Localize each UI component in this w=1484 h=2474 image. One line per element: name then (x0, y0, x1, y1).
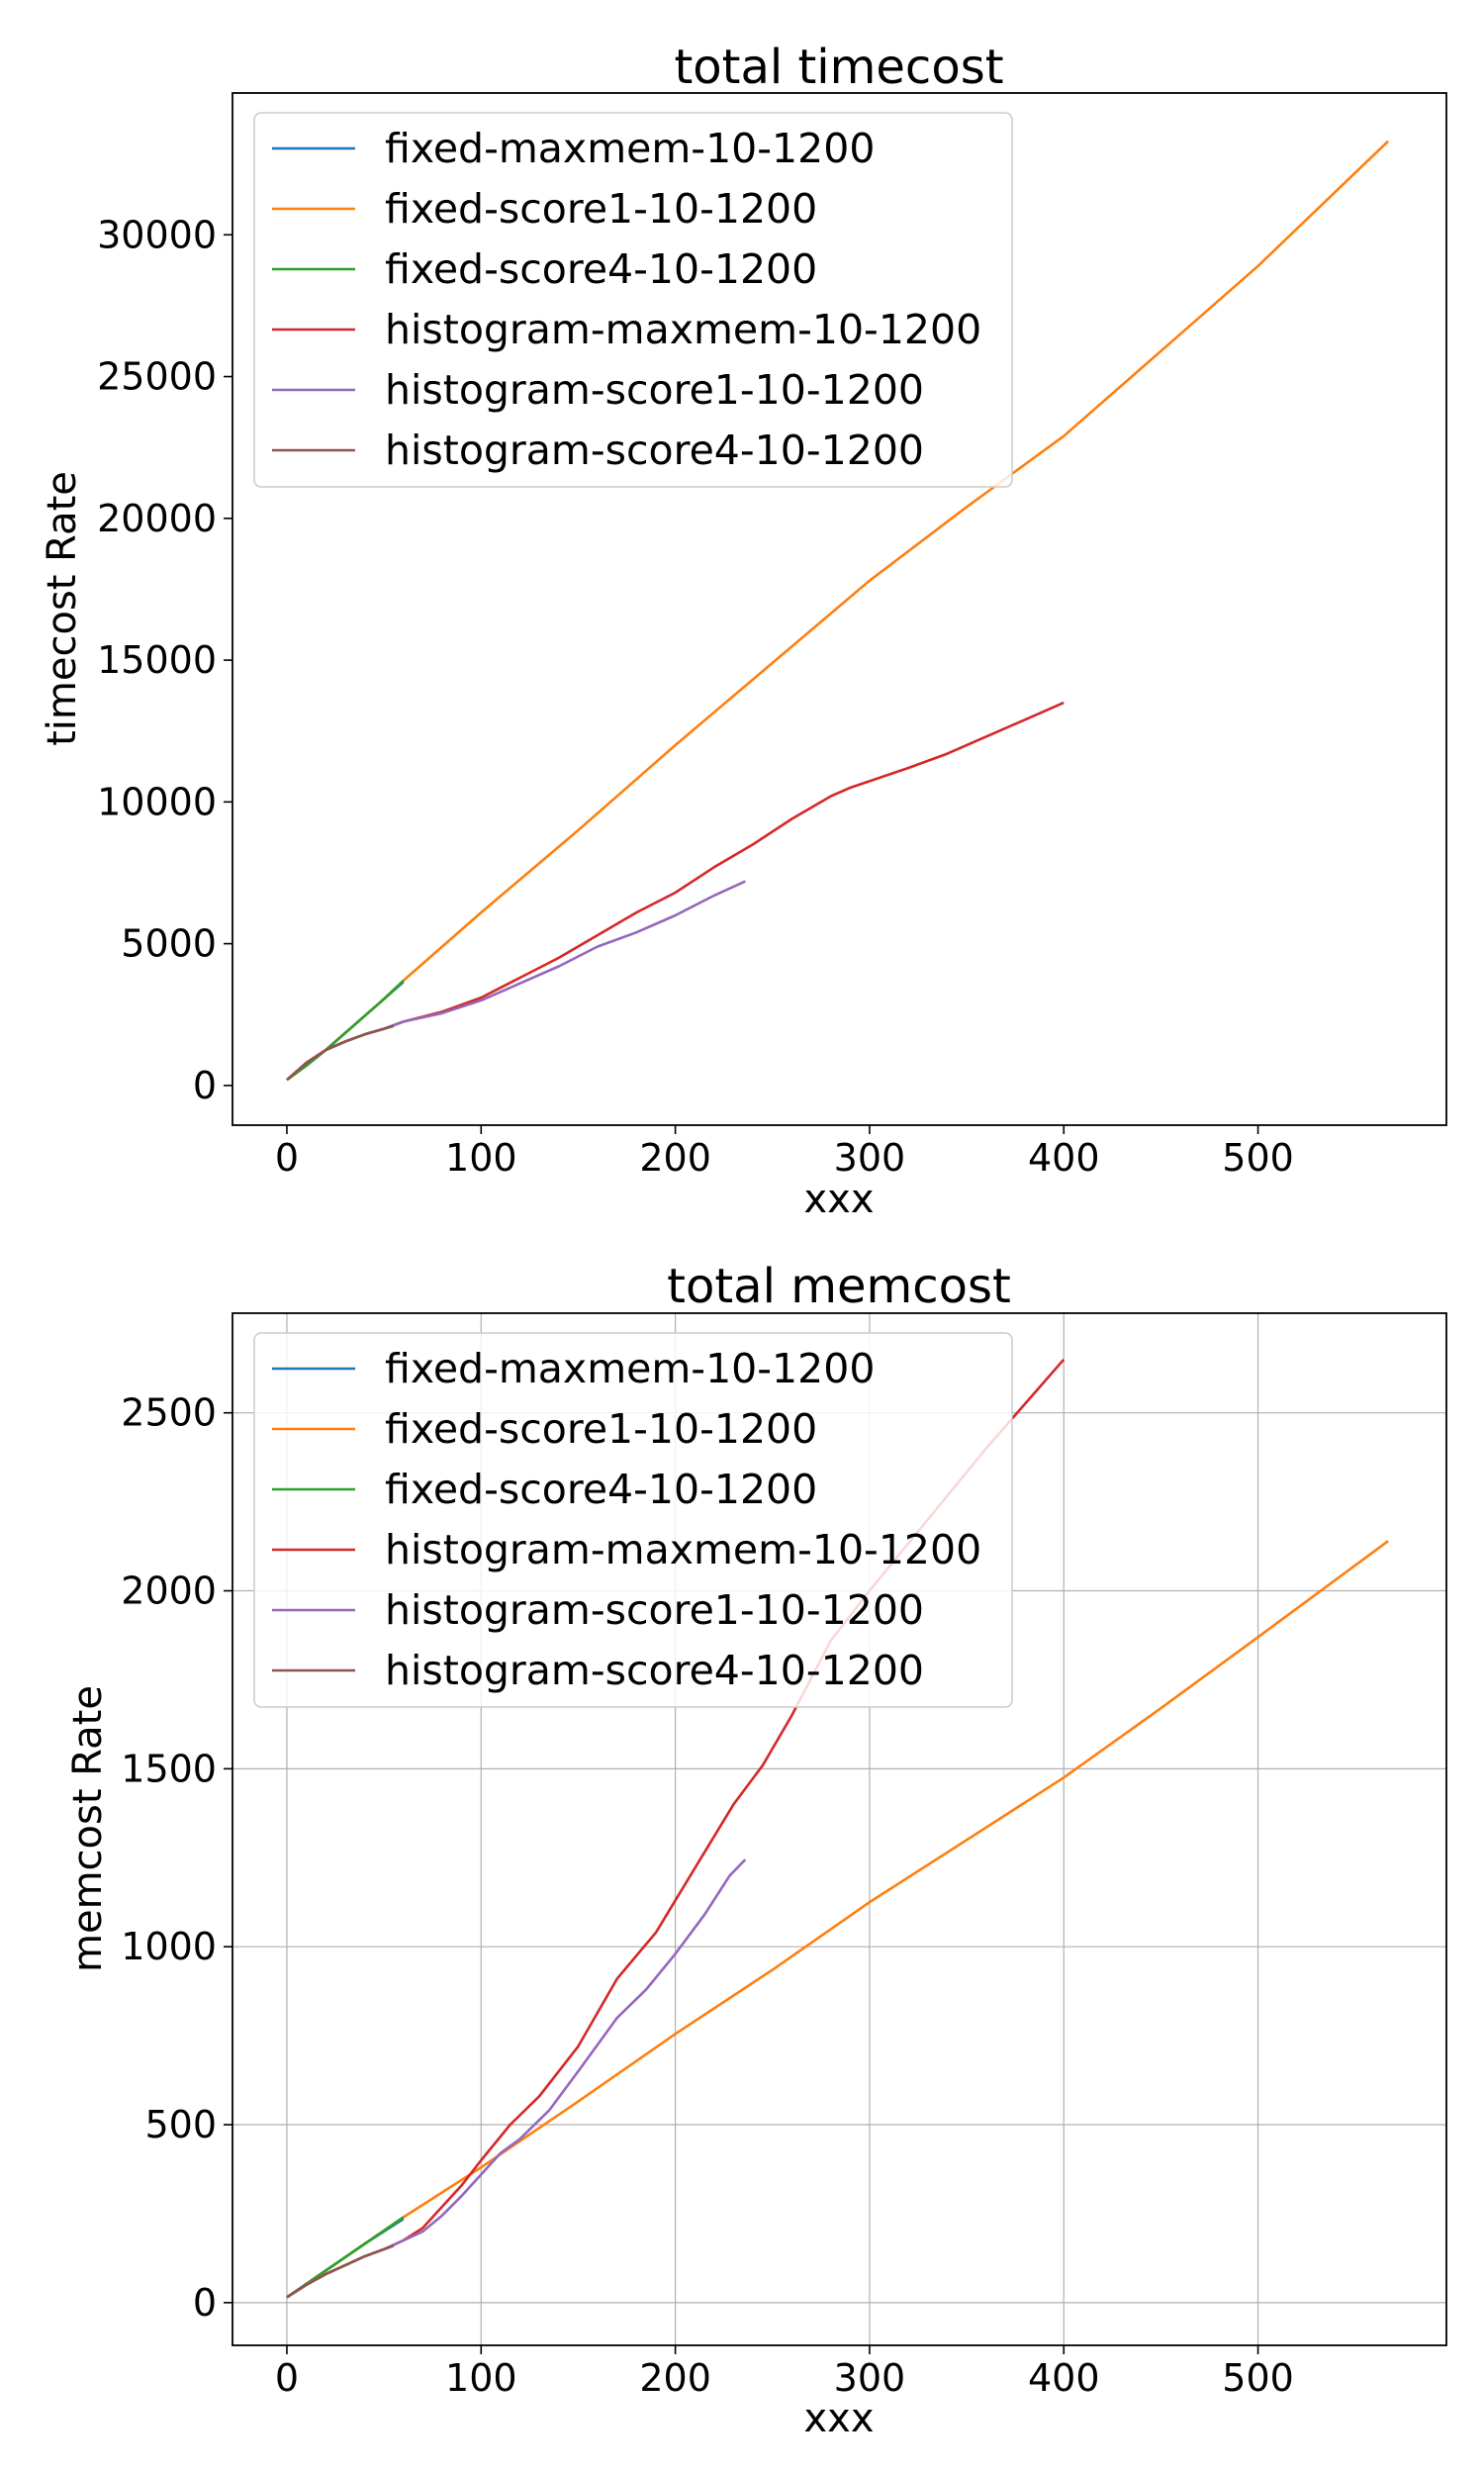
plot-frame (232, 1312, 1447, 2346)
x-tick-label: 200 (639, 2356, 711, 2400)
series-line (286, 1024, 395, 1082)
legend-label: fixed-score1-10-1200 (385, 1405, 817, 1453)
y-tick-label: 15000 (97, 638, 217, 682)
x-tick-label: 500 (1222, 2356, 1294, 2400)
y-axis-label: memcost Rate (65, 1685, 111, 1972)
x-axis-label: xxx (803, 2396, 874, 2441)
y-tick-label: 10000 (97, 780, 217, 823)
legend-label: histogram-maxmem-10-1200 (385, 1526, 981, 1573)
chart-title: total timecost (674, 40, 1003, 95)
y-tick-label: 2000 (121, 1570, 217, 1613)
x-tick-label: 0 (275, 2356, 299, 2400)
legend-label: fixed-score1-10-1200 (385, 185, 817, 233)
x-axis-label: xxx (803, 1177, 874, 1222)
x-tick-label: 400 (1028, 1136, 1100, 1180)
chart-title: total memcost (667, 1259, 1011, 1314)
y-tick-label: 500 (144, 2103, 217, 2146)
legend-label: histogram-score4-10-1200 (385, 1647, 924, 1694)
legend-label: histogram-maxmem-10-1200 (385, 306, 981, 353)
timecost-chart: 0 100 200 300 400 500050001000015000200002500… (40, 40, 1447, 1222)
y-tick-label: 1000 (121, 1925, 217, 1968)
x-tick-label: 300 (834, 2356, 906, 2400)
y-tick-label: 5000 (121, 922, 217, 966)
legend-label: histogram-score1-10-1200 (385, 1586, 924, 1634)
memcost-chart: 0 100 200 300 400 500 0 500 1000 1500 2000 2500 tot… (65, 1259, 1447, 2441)
legend-box (253, 1332, 1013, 1708)
y-tick-label: 25000 (97, 355, 217, 399)
y-tick-label: 30000 (97, 213, 217, 256)
series-line (286, 979, 405, 1082)
x-tick-label: 500 (1222, 1136, 1294, 1180)
legend-label: fixed-score4-10-1200 (385, 245, 817, 293)
y-tick-label: 2500 (121, 1391, 217, 1435)
legend-label: fixed-score4-10-1200 (385, 1466, 817, 1513)
y-tick-label: 1500 (121, 1747, 217, 1790)
legend-label: histogram-score4-10-1200 (385, 427, 924, 474)
y-tick-label: 0 (193, 2281, 217, 2325)
x-tick-label: 100 (445, 2356, 517, 2400)
x-tick-label: 100 (445, 1136, 517, 1180)
y-tick-label: 0 (193, 1064, 217, 1107)
series-line (286, 2244, 395, 2299)
legend-box (253, 112, 1013, 488)
legend-label: fixed-maxmem-10-1200 (385, 125, 875, 172)
y-tick-label: 20000 (97, 497, 217, 540)
legend-label: histogram-score1-10-1200 (385, 366, 924, 414)
y-axis-label: timecost Rate (40, 471, 85, 746)
x-tick-label: 200 (639, 1136, 711, 1180)
x-tick-label: 0 (275, 1136, 299, 1180)
legend-label: fixed-maxmem-10-1200 (385, 1345, 875, 1392)
x-tick-label: 300 (834, 1136, 906, 1180)
x-tick-label: 400 (1028, 2356, 1100, 2400)
plot-frame (232, 92, 1447, 1126)
